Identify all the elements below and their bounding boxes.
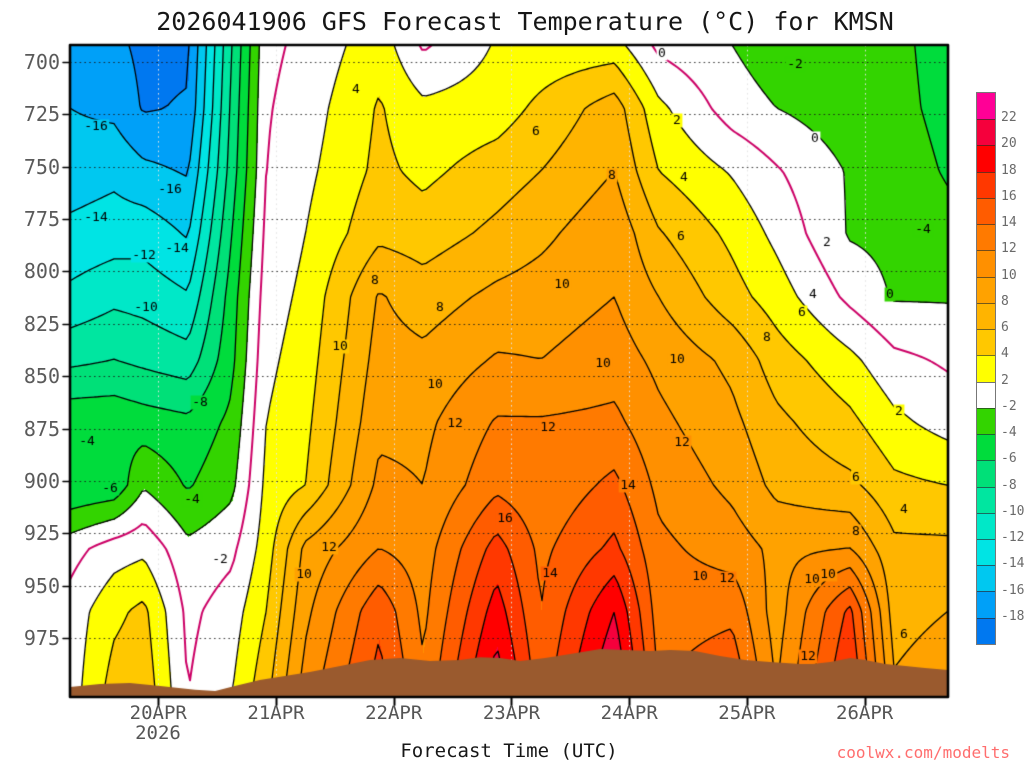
pressure-tick-label: 925 [23, 521, 60, 546]
temperature-colorbar [976, 92, 996, 645]
colorbar-segment [977, 591, 995, 618]
colorbar-tick-label: -6 [1001, 451, 1017, 467]
x-axis-title: Forecast Time (UTC) [400, 740, 618, 762]
colorbar-tick-label: 14 [1001, 215, 1017, 231]
colorbar-segment [977, 329, 995, 356]
colorbar-tick-label: -4 [1001, 425, 1017, 441]
colorbar-tick-label: -12 [1001, 530, 1024, 546]
colorbar-tick-label: 16 [1001, 188, 1017, 204]
colorbar-tick-label: 22 [1001, 110, 1017, 126]
colorbar-segment [977, 93, 995, 120]
pressure-tick-label: 725 [23, 102, 60, 127]
colorbar-tick-label: 18 [1001, 162, 1017, 178]
date-tick-label: 26APR [836, 702, 894, 724]
colorbar-segment [977, 171, 995, 198]
colorbar-segment [977, 197, 995, 225]
pressure-tick-label: 875 [23, 416, 60, 441]
date-tick-label: 22APR [365, 702, 423, 724]
watermark-text: coolwx.com/modelts [836, 743, 1010, 762]
pressure-tick-label: 900 [23, 469, 60, 494]
colorbar-tick-label: 12 [1001, 241, 1017, 257]
year-label: 2026 [135, 722, 181, 744]
pressure-tick-label: 950 [23, 573, 60, 598]
pressure-tick-label: 975 [23, 626, 60, 651]
colorbar-segment [977, 565, 995, 592]
date-tick-label: 24APR [600, 702, 658, 724]
colorbar-tick-label: -16 [1001, 582, 1024, 598]
colorbar-segment [977, 617, 995, 644]
colorbar-tick-label: -10 [1001, 503, 1024, 519]
pressure-tick-label: 825 [23, 311, 60, 336]
colorbar-segment [977, 250, 995, 277]
colorbar-segment [977, 276, 995, 303]
colorbar-segment [977, 512, 995, 539]
colorbar-segment [977, 407, 995, 435]
date-tick-label: 25APR [718, 702, 776, 724]
colorbar-segment [977, 486, 995, 513]
date-tick-label: 21APR [247, 702, 305, 724]
colorbar-tick-label: -14 [1001, 556, 1024, 572]
colorbar-segment [977, 355, 995, 382]
pressure-tick-label: 700 [23, 49, 60, 74]
date-tick-label: 23APR [482, 702, 541, 724]
colorbar-tick-label: 6 [1001, 320, 1009, 336]
pressure-tick-label: 800 [23, 259, 60, 284]
pressure-tick-label: 750 [23, 154, 60, 179]
colorbar-segment [977, 119, 995, 146]
chart-title: 2026041906 GFS Forecast Temperature (°C)… [156, 7, 894, 36]
colorbar-segment [977, 434, 995, 461]
colorbar-tick-label: 4 [1001, 346, 1009, 362]
date-tick-label: 20APR [129, 702, 187, 724]
colorbar-segment [977, 381, 995, 408]
colorbar-segment [977, 302, 995, 330]
colorbar-tick-label: 10 [1001, 267, 1017, 283]
colorbar-tick-label: 20 [1001, 136, 1017, 152]
colorbar-segment [977, 145, 995, 172]
colorbar-tick-label: -18 [1001, 608, 1024, 624]
colorbar-tick-label: -2 [1001, 398, 1017, 414]
colorbar-tick-label: -8 [1001, 477, 1017, 493]
colorbar-tick-label: 8 [1001, 293, 1009, 309]
pressure-tick-label: 775 [23, 207, 60, 231]
pressure-tick-label: 850 [23, 364, 60, 389]
colorbar-segment [977, 538, 995, 566]
colorbar-segment [977, 460, 995, 487]
colorbar-tick-label: 2 [1001, 372, 1009, 388]
colorbar-segment [977, 224, 995, 251]
